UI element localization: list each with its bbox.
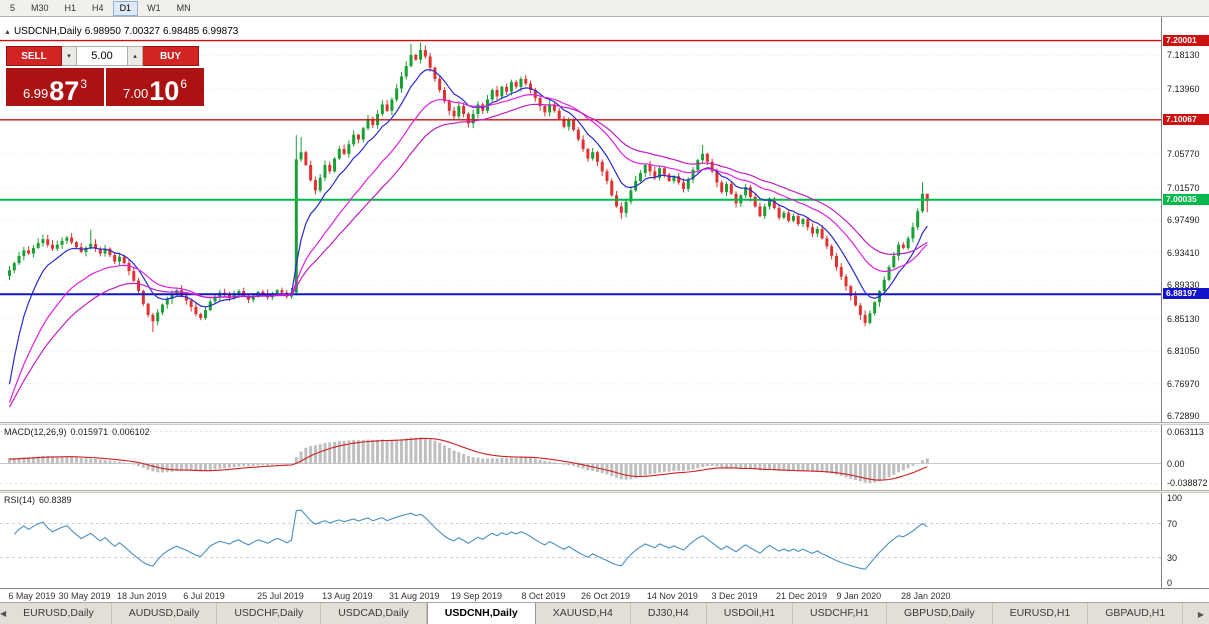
price-level-badge: 7.10067 xyxy=(1163,113,1209,125)
pane-splitter[interactable] xyxy=(0,422,1209,425)
macd-pane[interactable] xyxy=(0,425,1161,490)
rsi-label: RSI(14) 60.8389 xyxy=(4,495,76,505)
macd-axis-label: -0.038872 xyxy=(1167,478,1208,489)
timeframe-button-5[interactable]: 5 xyxy=(10,2,16,13)
price-axis-label: 6.85130 xyxy=(1167,313,1200,324)
pane-splitter[interactable] xyxy=(0,490,1209,493)
date-label: 6 Jul 2019 xyxy=(183,591,225,601)
chart-tab[interactable]: USDCHF,H1 xyxy=(793,603,887,624)
price-level-badge: 7.20001 xyxy=(1163,34,1209,46)
ask-price[interactable]: 7.00 10 6 xyxy=(106,68,204,106)
bid-prefix: 6.99 xyxy=(22,86,49,101)
price-axis-label: 7.01570 xyxy=(1167,182,1200,193)
macd-name: MACD(12,26,9) xyxy=(4,427,67,437)
rsi-name: RSI(14) xyxy=(4,495,36,505)
rsi-pane[interactable] xyxy=(0,493,1161,588)
one-click-trading-panel: SELL ▾ 5.00 ▴ BUY 6.99 87 3 7.00 10 6 xyxy=(6,46,204,106)
volume-input[interactable]: 5.00 xyxy=(77,46,128,66)
time-axis[interactable]: 6 May 2019 30 May 2019 18 Jun 2019 6 Jul 20… xyxy=(0,588,1209,602)
chart-tab[interactable]: EURUSD,Daily xyxy=(6,603,112,624)
date-label: 14 Nov 2019 xyxy=(646,591,698,601)
timeframe-button-w1[interactable]: W1 xyxy=(147,2,161,13)
date-label: 26 Oct 2019 xyxy=(580,591,631,601)
rsi-axis-label: 30 xyxy=(1167,552,1178,563)
macd-axis-label: 0.00 xyxy=(1167,458,1185,469)
chart-tab[interactable]: EURUSD,H1 xyxy=(993,603,1089,624)
chevron-up-icon: ▴ xyxy=(133,53,137,60)
price-axis[interactable]: 7.18130 7.13960 7.05770 7.01570 6.97490 6.934… xyxy=(1161,17,1209,602)
bar-open: 6.98950 xyxy=(84,26,121,37)
collapse-chart-icon[interactable]: ▲ xyxy=(4,29,11,36)
rsi-axis-label: 70 xyxy=(1167,518,1178,529)
macd-value-main: 0.015971 xyxy=(70,427,109,437)
chart-tab[interactable]: USDCNH,Daily xyxy=(426,603,536,624)
price-axis-label: 6.76970 xyxy=(1167,378,1200,389)
date-label: 31 Aug 2019 xyxy=(389,591,440,601)
date-label: 18 Jun 2019 xyxy=(117,591,167,601)
bar-close: 6.99873 xyxy=(202,26,239,37)
sell-button[interactable]: SELL xyxy=(6,46,62,66)
price-axis-label: 7.18130 xyxy=(1167,50,1200,61)
bar-high: 7.00327 xyxy=(123,26,161,37)
ask-point: 6 xyxy=(180,77,188,91)
bar-low: 6.98485 xyxy=(163,26,200,37)
price-axis-label: 6.81050 xyxy=(1167,346,1200,357)
buy-button[interactable]: BUY xyxy=(143,46,199,66)
price-axis-label: 7.13960 xyxy=(1167,83,1200,94)
rsi-value: 60.8389 xyxy=(39,495,72,505)
price-axis-label: 7.05770 xyxy=(1167,149,1200,160)
date-label: 6 May 2019 xyxy=(8,591,56,601)
scroll-right-icon[interactable]: ▶ xyxy=(1193,604,1209,624)
date-label: 21 Dec 2019 xyxy=(775,591,827,601)
bid-pips: 87 xyxy=(49,76,80,107)
chart-tab[interactable]: DJ30,H4 xyxy=(631,603,707,624)
price-axis-label: 6.89330 xyxy=(1167,280,1200,291)
ask-prefix: 7.00 xyxy=(122,86,149,101)
chart-tab[interactable]: GBPAUD,H1 xyxy=(1088,603,1184,624)
macd-value-signal: 0.006102 xyxy=(112,427,150,437)
volume-decrease-button[interactable]: ▾ xyxy=(62,46,77,66)
date-label: 30 May 2019 xyxy=(58,591,111,601)
bid-price[interactable]: 6.99 87 3 xyxy=(6,68,104,106)
chart-tab[interactable]: XAUUSD,H4 xyxy=(536,603,631,624)
timeframe-button-h1[interactable]: H1 xyxy=(64,2,77,13)
chart-tab[interactable]: USDCHF,Daily xyxy=(217,603,322,624)
price-axis-label: 6.93410 xyxy=(1167,247,1200,258)
macd-axis-label: 0.063113 xyxy=(1167,426,1204,437)
timeframe-button-m30[interactable]: M30 xyxy=(31,2,49,13)
chart-tab[interactable]: USDCAD,Daily xyxy=(321,603,427,624)
timeframe-toolbar: 5 M30 H1 H4 D1 W1 MN xyxy=(0,0,1209,17)
date-label: 3 Dec 2019 xyxy=(711,591,758,601)
price-axis-label: 6.97490 xyxy=(1167,215,1200,226)
chart-tab[interactable]: AUDUSD,Daily xyxy=(112,603,218,624)
date-label: 25 Jul 2019 xyxy=(257,591,304,601)
price-level-badge: 7.00035 xyxy=(1163,193,1209,205)
rsi-axis-label: 100 xyxy=(1167,493,1183,503)
timeframe-button-d1[interactable]: D1 xyxy=(112,0,139,16)
date-label: 19 Sep 2019 xyxy=(450,591,502,601)
timeframe-button-mn[interactable]: MN xyxy=(176,2,191,13)
chart-tab[interactable]: USDOil,H1 xyxy=(707,603,794,624)
bid-point: 3 xyxy=(80,77,88,91)
date-label: 13 Aug 2019 xyxy=(322,591,373,601)
chart-tab-bar: ◀ EURUSD,Daily AUDUSD,Daily USDCHF,Daily USD… xyxy=(0,602,1209,624)
ask-pips: 10 xyxy=(149,76,180,107)
volume-increase-button[interactable]: ▴ xyxy=(128,46,143,66)
rsi-axis-label: 0 xyxy=(1167,578,1173,588)
chart-title: ▲ USDCNH,Daily 6.98950 7.00327 6.98485 6.9987… xyxy=(4,26,241,37)
macd-label: MACD(12,26,9) 0.015971 0.006102 xyxy=(4,427,154,437)
chart-tab[interactable]: GBPUSD,Daily xyxy=(887,603,993,624)
chart-symbol: USDCNH,Daily xyxy=(13,26,82,37)
price-axis-label: 6.72890 xyxy=(1167,411,1200,422)
price-level-badge: 6.88197 xyxy=(1163,288,1209,300)
date-label: 28 Jan 2020 xyxy=(900,591,951,601)
scroll-left-icon[interactable]: ◀ xyxy=(0,609,7,618)
date-label: 9 Jan 2020 xyxy=(836,591,882,601)
timeframe-button-h4[interactable]: H4 xyxy=(92,2,104,13)
date-label: 8 Oct 2019 xyxy=(521,591,566,601)
chevron-down-icon: ▾ xyxy=(67,53,71,60)
